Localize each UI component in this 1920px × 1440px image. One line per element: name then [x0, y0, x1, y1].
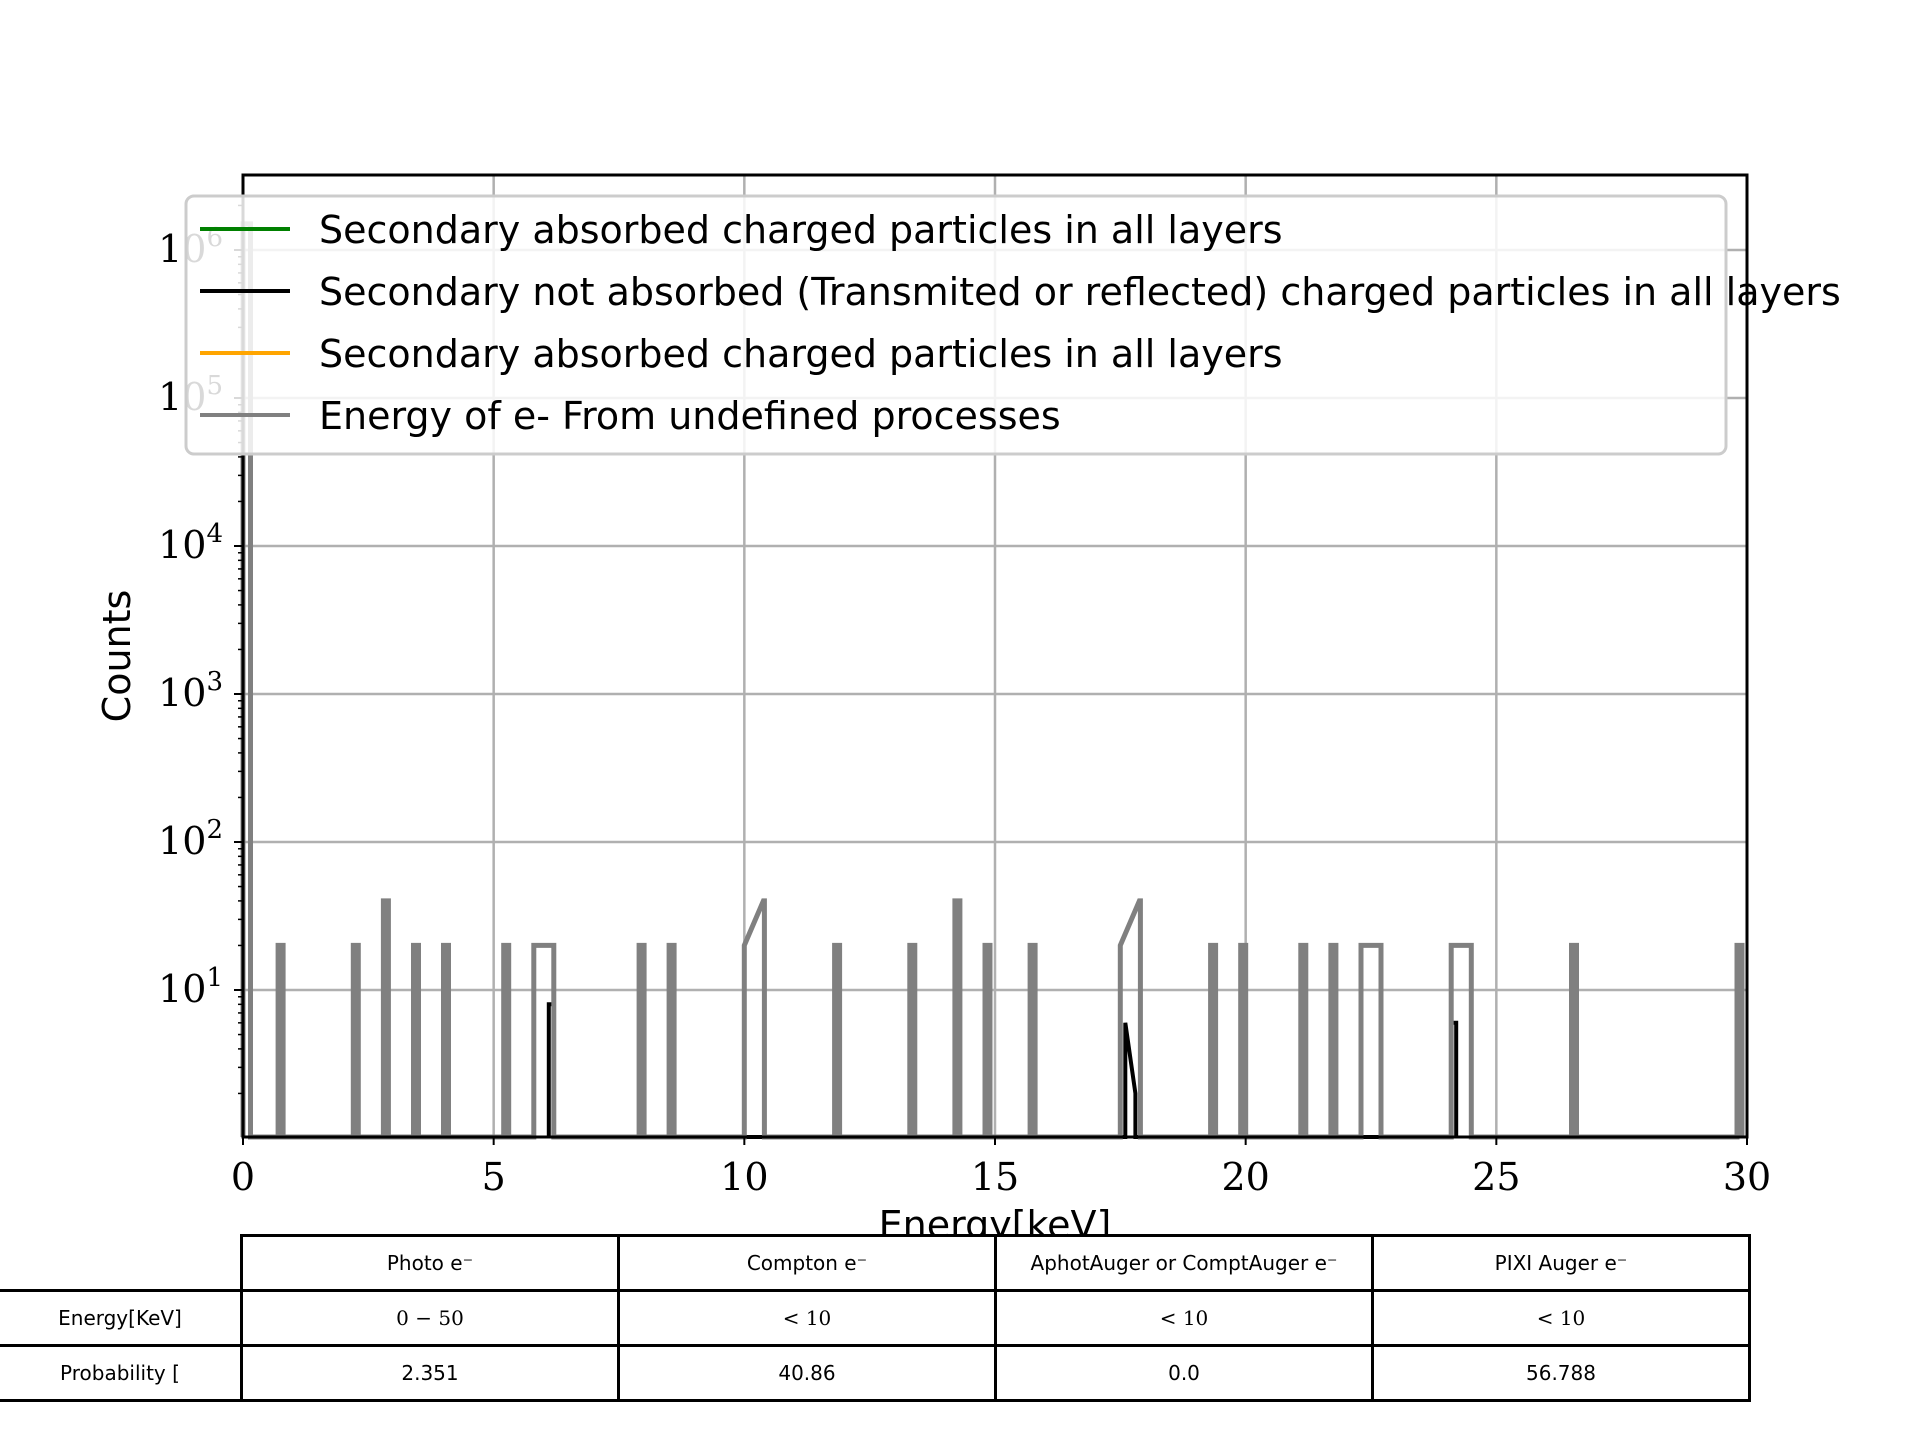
x-tick-label: 10 — [720, 1155, 768, 1199]
chart: 051015202530101102103104105106 Counts En… — [95, 173, 1841, 1234]
table-cell: 40.86 — [617, 1344, 997, 1402]
x-tick-label: 15 — [971, 1155, 1019, 1199]
table-row-label: Energy[KeV] — [0, 1289, 243, 1347]
table-col-header: Photo e⁻ — [240, 1234, 620, 1292]
table-header-row: Photo e⁻ Compton e⁻ AphotAuger or ComptA… — [0, 1234, 1751, 1292]
x-tick-label: 25 — [1472, 1155, 1520, 1199]
table-row-label: Probability [ — [0, 1344, 243, 1402]
series-layer — [240, 221, 1745, 1140]
table-cell: 2.351 — [240, 1344, 620, 1402]
legend: Secondary absorbed charged particles in … — [184, 194, 1841, 456]
axes-frame — [241, 173, 1749, 1139]
table-corner — [0, 1235, 243, 1292]
table-col-header: Compton e⁻ — [617, 1234, 997, 1292]
x-tick-label: 30 — [1723, 1155, 1771, 1199]
y-tick-label: 103 — [158, 667, 223, 715]
x-axis-label: Energy[keV] — [879, 1203, 1112, 1234]
table-row: Probability [ 2.351 40.86 0.0 56.788 — [0, 1344, 1751, 1402]
data-table: Photo e⁻ Compton e⁻ AphotAuger or ComptA… — [0, 1234, 1751, 1402]
table-col-header: AphotAuger or ComptAuger e⁻ — [994, 1234, 1374, 1292]
y-tick-label: 104 — [158, 519, 223, 567]
table-cell: 0.0 — [994, 1344, 1374, 1402]
y-axis-label: Counts — [95, 590, 139, 723]
table-cell: < 10 — [1371, 1289, 1751, 1347]
legend-entry-0: Secondary absorbed charged particles in … — [319, 208, 1283, 252]
table-cell: 0 − 50 — [240, 1289, 620, 1347]
legend-entry-1: Secondary not absorbed (Transmited or re… — [319, 270, 1841, 314]
x-tick-label: 0 — [231, 1155, 255, 1199]
legend-entry-3: Energy of e- From undefined processes — [319, 394, 1061, 438]
table-cell: 56.788 — [1371, 1344, 1751, 1402]
series-line-1 — [546, 1002, 1459, 1139]
series-line-3 — [240, 221, 1745, 1140]
x-tick-label: 5 — [482, 1155, 506, 1199]
y-tick-label: 101 — [158, 963, 223, 1011]
legend-box — [184, 194, 1728, 456]
x-tick-label: 20 — [1221, 1155, 1269, 1199]
table-col-header: PIXI Auger e⁻ — [1371, 1234, 1751, 1292]
legend-entry-2: Secondary absorbed charged particles in … — [319, 332, 1283, 376]
table-row: Energy[KeV] 0 − 50 < 10 < 10 < 10 — [0, 1289, 1751, 1347]
table-cell: < 10 — [617, 1289, 997, 1347]
y-tick-label: 102 — [158, 815, 223, 863]
table-cell: < 10 — [994, 1289, 1374, 1347]
